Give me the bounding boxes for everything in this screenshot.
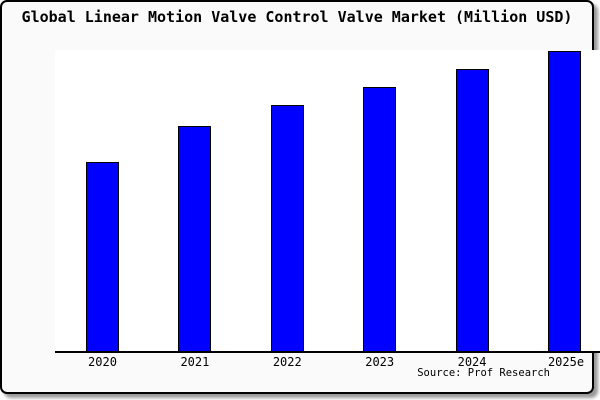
bar-2024 <box>455 68 489 351</box>
bar-2021 <box>178 125 212 351</box>
source-attribution: Source: Prof Research <box>417 367 550 379</box>
x-label-2025e: 2025e <box>547 355 585 369</box>
x-axis-labels: 2020 2021 2022 2023 2024 2025e <box>55 355 600 369</box>
bar-2020 <box>86 161 119 351</box>
bar-2023 <box>363 86 397 351</box>
x-label-2024: 2024 <box>457 355 487 369</box>
bar-2025e <box>547 50 581 351</box>
x-label-2021: 2021 <box>180 355 210 369</box>
x-label-2023: 2023 <box>365 355 395 369</box>
chart-title: Global Linear Motion Valve Control Valve… <box>21 8 573 26</box>
x-label-2022: 2022 <box>272 355 302 369</box>
bar-2022 <box>270 104 304 351</box>
x-label-2020: 2020 <box>88 355 117 369</box>
plot-area <box>55 50 600 353</box>
